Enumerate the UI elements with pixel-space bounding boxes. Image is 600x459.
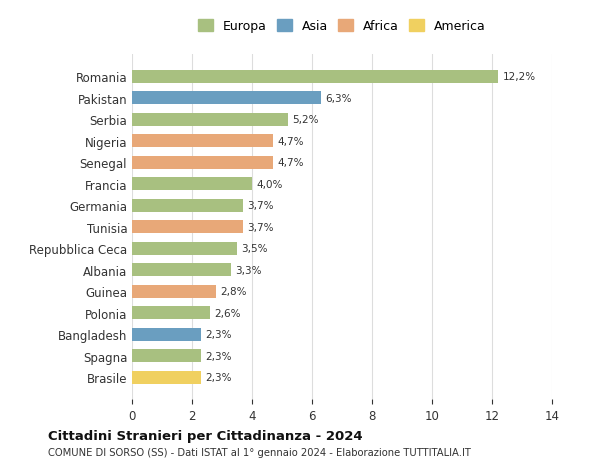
Text: 2,8%: 2,8% (221, 286, 247, 297)
Text: Cittadini Stranieri per Cittadinanza - 2024: Cittadini Stranieri per Cittadinanza - 2… (48, 429, 362, 442)
Text: 5,2%: 5,2% (293, 115, 319, 125)
Text: 3,7%: 3,7% (248, 222, 274, 232)
Bar (132, 242, 237, 255)
Bar (132, 199, 243, 212)
Bar (132, 157, 273, 169)
Text: 3,7%: 3,7% (248, 201, 274, 211)
Bar (132, 328, 201, 341)
Bar (132, 371, 201, 384)
Text: 2,3%: 2,3% (205, 372, 232, 382)
Bar (132, 92, 321, 105)
Text: COMUNE DI SORSO (SS) - Dati ISTAT al 1° gennaio 2024 - Elaborazione TUTTITALIA.I: COMUNE DI SORSO (SS) - Dati ISTAT al 1° … (48, 448, 471, 458)
Bar (132, 135, 273, 148)
Text: 4,7%: 4,7% (277, 136, 304, 146)
Text: 4,0%: 4,0% (257, 179, 283, 189)
Bar (132, 113, 288, 127)
Text: 4,7%: 4,7% (277, 158, 304, 168)
Bar (132, 178, 252, 191)
Bar (132, 71, 498, 84)
Bar (132, 221, 243, 234)
Legend: Europa, Asia, Africa, America: Europa, Asia, Africa, America (194, 17, 490, 37)
Bar (132, 349, 201, 362)
Bar (132, 263, 231, 276)
Text: 2,3%: 2,3% (205, 351, 232, 361)
Bar (132, 307, 210, 319)
Text: 12,2%: 12,2% (503, 72, 536, 82)
Text: 2,3%: 2,3% (205, 330, 232, 339)
Text: 3,3%: 3,3% (235, 265, 262, 275)
Text: 2,6%: 2,6% (215, 308, 241, 318)
Text: 3,5%: 3,5% (241, 244, 268, 254)
Bar (132, 285, 216, 298)
Text: 6,3%: 6,3% (325, 94, 352, 104)
